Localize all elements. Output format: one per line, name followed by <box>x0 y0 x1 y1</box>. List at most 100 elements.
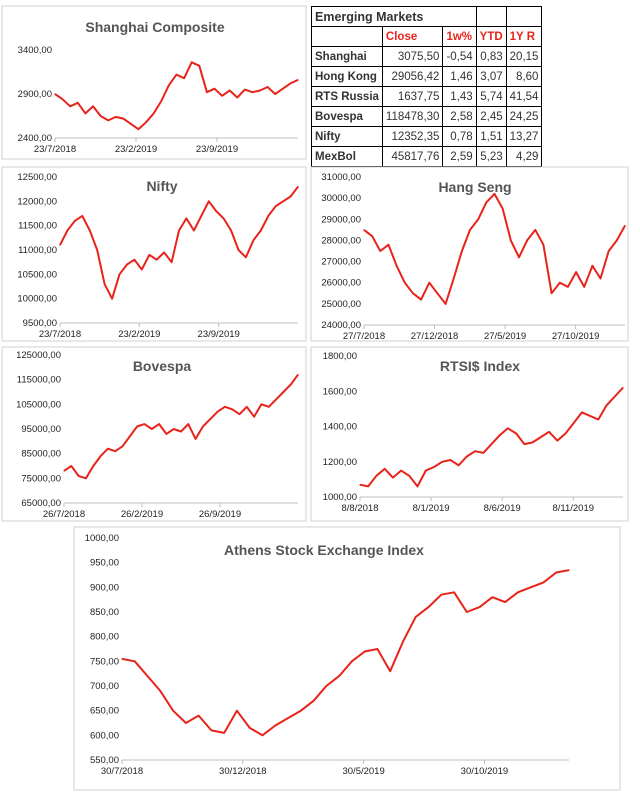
x-tick-label: 23/7/2018 <box>39 329 81 340</box>
data-point <box>237 249 240 251</box>
data-point <box>158 423 160 425</box>
row-1y: 24,25 <box>505 106 543 127</box>
data-point <box>436 292 438 294</box>
header-1y: 1Y R <box>505 26 543 47</box>
panel-frame <box>1 346 307 522</box>
row-1y: 8,60 <box>505 66 543 87</box>
data-point <box>115 116 117 118</box>
data-point <box>274 724 276 727</box>
series-line <box>121 569 570 737</box>
panel-frame <box>310 166 629 342</box>
row-close: 3075,50 <box>381 46 444 67</box>
x-tick-label: 8/6/2019 <box>484 503 521 514</box>
row-ytd: 5,23 <box>475 146 507 167</box>
x-tick-label: 27/10/2019 <box>552 331 600 342</box>
data-point <box>453 277 455 280</box>
y-tick-label: 600,00 <box>90 730 119 741</box>
y-tick-label: 29000,00 <box>321 214 361 225</box>
data-point <box>608 250 610 252</box>
y-tick-label: 10000,00 <box>17 294 57 305</box>
data-point <box>282 391 284 393</box>
x-tick-label: 27/12/2018 <box>411 331 459 342</box>
data-point <box>136 425 138 428</box>
data-point <box>387 244 390 246</box>
data-point <box>69 105 71 107</box>
y-tick-label: 115000,00 <box>17 375 61 386</box>
data-point <box>466 611 468 613</box>
data-point <box>122 118 124 120</box>
data-point <box>191 61 193 63</box>
data-point <box>515 432 517 435</box>
data-point <box>440 594 442 596</box>
data-point <box>551 292 553 294</box>
data-point <box>107 448 109 450</box>
data-point <box>530 586 532 588</box>
y-tick-label: 700,00 <box>90 681 119 692</box>
data-point <box>78 475 80 477</box>
data-point <box>130 123 132 125</box>
table-row: Hong Kong 29056,42 1,46 3,07 8,60 <box>311 66 543 87</box>
row-close: 118478,30 <box>381 106 444 127</box>
chart-rtsi: RTSI$ Index 1000,00 1200,00 1400,00 1600,00 1… <box>310 346 629 522</box>
data-point <box>540 436 542 438</box>
x-tick-label: 30/12/2018 <box>219 766 267 777</box>
data-point <box>282 88 284 90</box>
data-point <box>89 229 91 232</box>
data-point <box>153 112 155 114</box>
y-tick-label: 650,00 <box>90 706 119 717</box>
data-point <box>275 398 277 400</box>
emerging-markets-table: Emerging Markets Close 1w% YTD 1Y R Shan… <box>311 6 543 187</box>
data-point <box>482 452 484 454</box>
data-point <box>367 485 369 487</box>
chart-title: Bovespa <box>133 358 192 374</box>
data-point <box>556 440 558 442</box>
y-tick-label: 28000,00 <box>321 235 361 246</box>
data-point <box>282 200 284 202</box>
data-point <box>583 286 585 288</box>
data-point <box>185 722 187 724</box>
data-point <box>246 406 248 408</box>
row-1w: 2,58 <box>442 106 477 127</box>
header-close: Close <box>381 26 444 47</box>
data-point <box>542 244 544 246</box>
data-point <box>178 229 180 232</box>
data-point <box>180 430 182 433</box>
data-point <box>146 675 149 677</box>
x-tick-label: 23/2/2019 <box>118 329 160 340</box>
row-1w: 1,46 <box>442 66 477 87</box>
row-name: RTS Russia <box>311 86 383 107</box>
x-tick-label: 27/5/2019 <box>484 331 526 342</box>
y-tick-label: 85000,00 <box>21 449 61 460</box>
data-point <box>81 215 83 217</box>
chart-title: Hang Seng <box>438 179 511 195</box>
data-point <box>499 434 501 436</box>
x-tick-label: 30/5/2019 <box>342 766 384 777</box>
y-tick-label: 1800,00 <box>323 351 357 362</box>
data-point <box>159 690 161 692</box>
row-1w: 1,43 <box>442 86 477 107</box>
data-point <box>244 89 246 91</box>
y-tick-label: 95000,00 <box>21 424 61 435</box>
data-point <box>215 210 217 212</box>
row-ytd: 3,07 <box>475 66 507 87</box>
x-tick-label: 23/9/2019 <box>196 144 238 155</box>
data-point <box>427 606 430 608</box>
data-point <box>187 423 189 425</box>
y-tick-label: 750,00 <box>90 656 119 667</box>
y-tick-label: 12500,00 <box>17 172 57 183</box>
header-1w: 1w% <box>442 26 477 47</box>
y-tick-label: 850,00 <box>90 607 119 618</box>
data-point <box>622 387 624 389</box>
y-tick-label: 1000,00 <box>85 533 119 544</box>
data-point <box>384 468 386 470</box>
data-point <box>92 105 94 107</box>
data-point <box>412 292 414 294</box>
row-name: Nifty <box>311 126 383 147</box>
y-tick-label: 1600,00 <box>323 386 357 397</box>
data-point <box>96 249 98 251</box>
data-point <box>210 729 212 731</box>
data-point <box>297 79 299 81</box>
y-tick-label: 30000,00 <box>321 193 361 204</box>
y-tick-label: 31000,00 <box>321 172 361 183</box>
data-point <box>100 455 102 457</box>
